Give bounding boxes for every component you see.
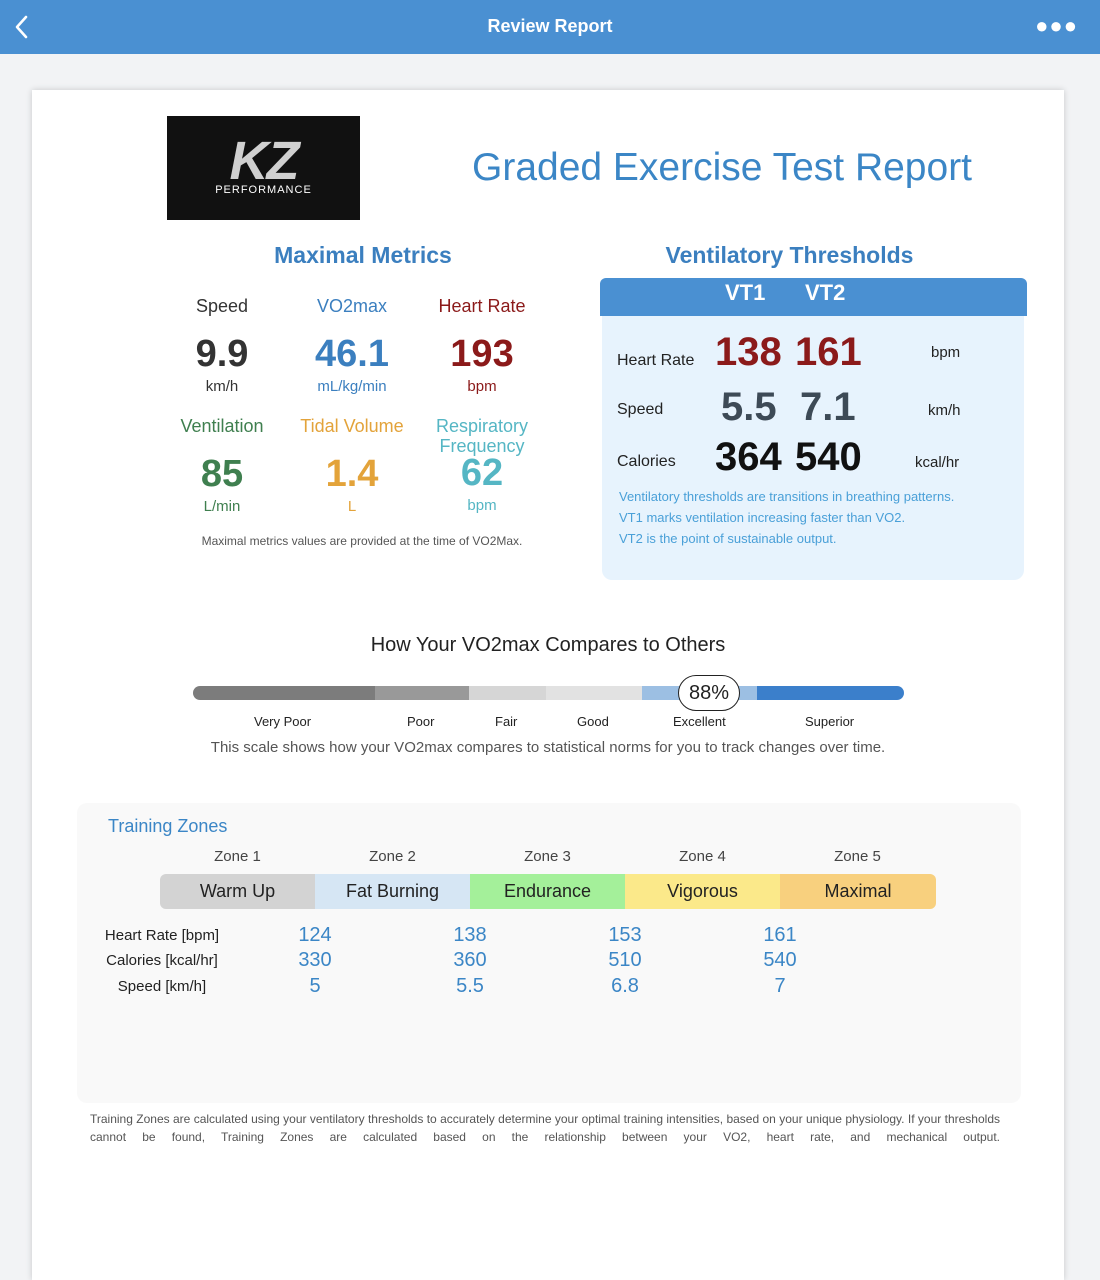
metric-unit: L/min	[203, 498, 241, 515]
metric-respiratory-frequency: Respiratory Frequency 62 bpm	[417, 416, 547, 514]
ventilatory-thresholds-title: Ventilatory Thresholds	[665, 242, 914, 268]
scale-label: Fair	[495, 714, 518, 729]
comparison-note: This scale shows how your VO2max compare…	[210, 739, 886, 756]
vt-unit: bpm	[931, 344, 961, 361]
scale-label: Good	[577, 714, 609, 729]
zone-label: Zone 3	[524, 848, 571, 865]
metric-value: 193	[450, 333, 514, 375]
more-icon[interactable]: ●●●	[1035, 13, 1078, 38]
tz-value: 540	[763, 949, 797, 971]
zone-label: Zone 5	[834, 848, 881, 865]
vt1-value: 364	[715, 435, 782, 479]
vt1-value: 5.5	[721, 385, 777, 429]
metric-value: 85	[200, 453, 244, 495]
metric-label: Respiratory Frequency	[417, 416, 547, 456]
vt-row-label: Heart Rate	[617, 352, 695, 369]
metric-heart-rate: Heart Rate 193 bpm	[417, 296, 547, 395]
metric-unit: bpm	[467, 497, 497, 514]
zone-bar-vigorous: Vigorous	[625, 874, 780, 909]
vt1-header: VT1	[725, 280, 766, 305]
metric-value: 1.4	[325, 453, 379, 495]
metric-value: 62	[460, 452, 504, 494]
tz-value: 153	[608, 924, 642, 946]
report-page: KZ PERFORMANCE Graded Exercise Test Repo…	[32, 90, 1064, 1280]
vt2-value: 7.1	[800, 385, 856, 429]
tz-value: 510	[608, 949, 642, 971]
metric-label: Tidal Volume	[300, 416, 404, 436]
scale-good	[546, 686, 642, 700]
vt-unit: km/h	[928, 402, 961, 419]
top-app-bar: Review Report ●●●	[0, 0, 1100, 54]
zone-bar-maximal: Maximal	[780, 874, 936, 909]
zone-bar-warm-up: Warm Up	[160, 874, 315, 909]
vt-unit: kcal/hr	[915, 454, 960, 471]
back-chevron-icon[interactable]	[8, 12, 38, 42]
metric-label: VO2max	[316, 296, 388, 316]
maximal-metrics-note: Maximal metrics values are provided at t…	[201, 534, 523, 548]
vt2-value: 161	[795, 330, 862, 374]
kz-logo: KZ PERFORMANCE	[167, 116, 360, 220]
metric-unit: km/h	[205, 378, 239, 395]
vt-row-label: Speed	[617, 401, 664, 418]
metric-label-line2: Frequency	[439, 436, 525, 456]
vt-note: VT2 is the point of sustainable output.	[619, 531, 837, 546]
logo-subtext: PERFORMANCE	[215, 184, 312, 196]
ventilatory-thresholds-panel	[602, 278, 1024, 580]
tz-value: 330	[298, 949, 332, 971]
metric-tidal-volume: Tidal Volume 1.4 L	[287, 416, 417, 515]
vt-row-label: Calories	[617, 453, 676, 470]
vt-header: VT1 VT2	[600, 278, 1027, 316]
metric-value: 9.9	[195, 333, 249, 375]
metric-value: 46.1	[315, 333, 389, 375]
tz-value: 6.8	[611, 975, 639, 997]
tz-value: 5.5	[456, 975, 484, 997]
training-zones-panel	[77, 803, 1021, 1103]
metric-speed: Speed 9.9 km/h	[157, 296, 287, 395]
tz-value: 161	[763, 924, 797, 946]
scale-label: Excellent	[673, 714, 726, 729]
scale-label: Very Poor	[254, 714, 312, 729]
zone-label: Zone 2	[369, 848, 416, 865]
comparison-title: How Your VO2max Compares to Others	[370, 634, 726, 656]
vt-note: VT1 marks ventilation increasing faster …	[619, 510, 906, 525]
percentile-badge: 88%	[678, 675, 740, 711]
zone-label: Zone 1	[214, 848, 261, 865]
vt2-value: 540	[795, 435, 862, 479]
page-title: Review Report	[487, 16, 613, 36]
metric-ventilation: Ventilation 85 L/min	[157, 416, 287, 515]
zone-bar-fat-burning: Fat Burning	[315, 874, 470, 909]
zone-bar-endurance: Endurance	[470, 874, 625, 909]
vt1-value: 138	[715, 330, 782, 374]
metric-label: Ventilation	[180, 416, 264, 436]
logo-text: KZ	[229, 131, 300, 191]
tz-row-label: Heart Rate [bpm]	[104, 927, 220, 944]
metric-unit: bpm	[467, 378, 497, 395]
scale-superior	[757, 686, 904, 700]
metric-label: Heart Rate	[438, 296, 526, 316]
tz-value: 7	[774, 975, 786, 997]
scale-very-poor	[193, 686, 377, 700]
metric-unit: mL/kg/min	[317, 378, 387, 395]
tz-value: 124	[298, 924, 332, 946]
maximal-metrics-title: Maximal Metrics	[274, 242, 452, 268]
vt-note: Ventilatory thresholds are transitions i…	[619, 489, 955, 504]
tz-value: 360	[453, 949, 487, 971]
tz-row-label: Calories [kcal/hr]	[106, 952, 218, 969]
training-zones-title: Training Zones	[108, 816, 228, 836]
scale-label: Superior	[805, 714, 855, 729]
training-zones-footnote: Training Zones are calculated using your…	[90, 1112, 1000, 1144]
metric-label-line1: Respiratory	[435, 416, 529, 436]
tz-value: 5	[309, 975, 321, 997]
tz-row-label: Speed [km/h]	[117, 978, 207, 995]
vt2-header: VT2	[805, 280, 846, 305]
metric-unit: L	[347, 498, 357, 515]
scale-fair	[469, 686, 546, 700]
scale-label: Poor	[407, 714, 435, 729]
tz-value: 138	[453, 924, 487, 946]
report-title: Graded Exercise Test Report	[472, 146, 973, 189]
metric-vo2max: VO2max 46.1 mL/kg/min	[287, 296, 417, 395]
scale-poor	[375, 686, 469, 700]
metric-label: Speed	[195, 296, 249, 316]
zone-label: Zone 4	[679, 848, 726, 865]
